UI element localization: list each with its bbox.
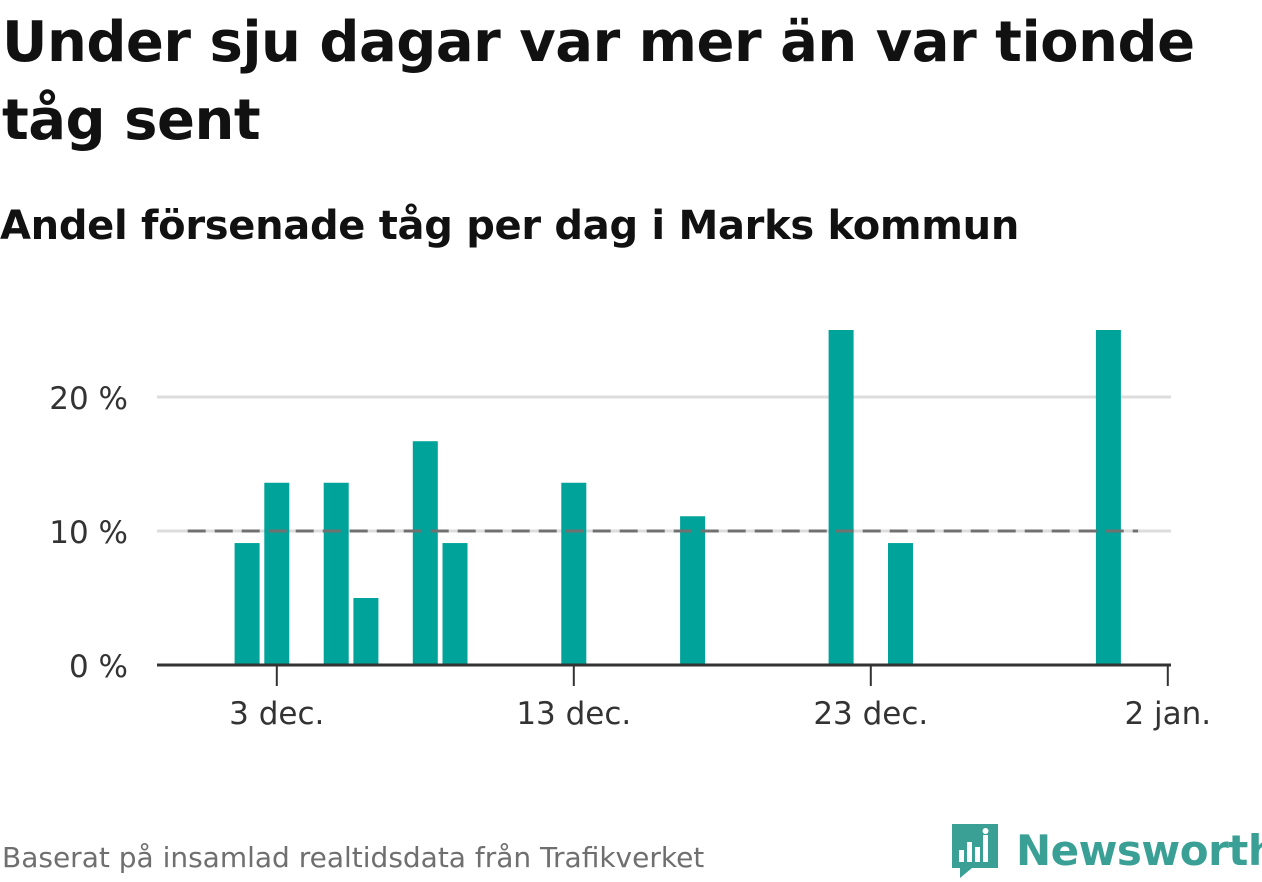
x-tick-label: 23 dec. xyxy=(813,696,928,732)
source-note: Baserat på insamlad realtidsdata från Tr… xyxy=(2,841,705,874)
bars xyxy=(234,330,1121,665)
brand-name: Newsworthy xyxy=(1016,825,1262,875)
chart-title: Under sju dagar var mer än var tionde tå… xyxy=(2,10,1195,153)
gridlines xyxy=(157,395,1171,533)
x-tick-label: 3 dec. xyxy=(229,696,324,732)
x-axis: 3 dec. 13 dec. 23 dec. 2 jan. xyxy=(157,663,1211,732)
y-axis-labels: 0 % 10 % 20 % xyxy=(49,381,128,685)
bar xyxy=(323,482,349,665)
newsworthy-logo-icon xyxy=(952,824,998,878)
bar xyxy=(353,598,379,665)
bar xyxy=(442,543,468,665)
bar xyxy=(264,482,290,665)
chart-subtitle: Andel försenade tåg per dag i Marks komm… xyxy=(0,203,1020,249)
bar xyxy=(561,482,587,665)
bar xyxy=(828,330,854,665)
y-tick-label: 10 % xyxy=(49,515,128,551)
bar xyxy=(412,441,438,665)
brand-logo[interactable]: Newsworthy xyxy=(950,818,1262,882)
bar xyxy=(234,543,260,665)
bar xyxy=(888,543,913,665)
y-tick-label: 0 % xyxy=(69,649,128,685)
x-tick-label: 13 dec. xyxy=(516,696,631,732)
x-tick-label: 2 jan. xyxy=(1124,696,1211,732)
y-tick-label: 20 % xyxy=(49,381,128,417)
bar xyxy=(680,516,706,665)
bar xyxy=(1095,330,1121,665)
bar-chart: 0 % 10 % 20 % 3 dec. 13 dec. 23 dec. 2 jan. xyxy=(49,330,1211,732)
